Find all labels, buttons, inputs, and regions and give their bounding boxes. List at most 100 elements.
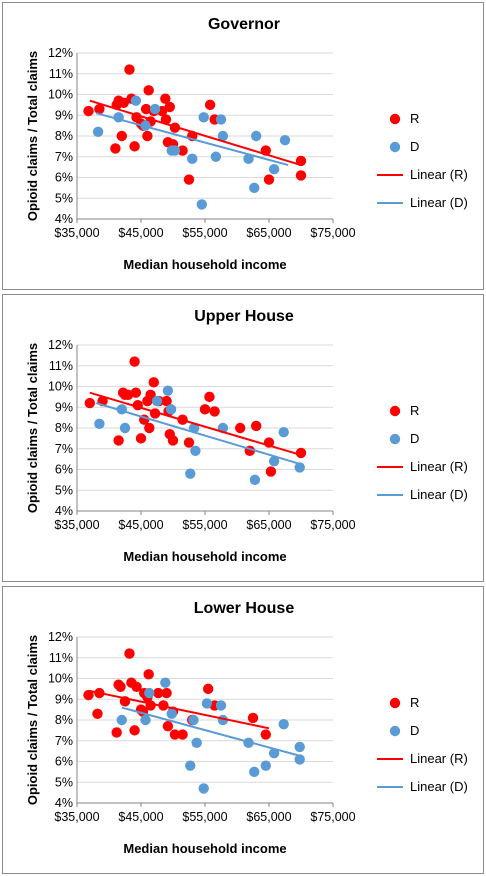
data-point-d [243,153,254,165]
data-point-d [278,718,289,730]
x-tick-label: $35,000 [54,810,99,824]
data-point-r [295,170,307,181]
x-tick-label: $35,000 [54,226,99,240]
y-tick-label: 11% [49,651,73,665]
data-point-d [185,760,196,771]
data-point-d [268,164,280,175]
data-point-r [131,681,142,692]
data-point-r [118,97,129,109]
data-point-r [199,404,211,415]
data-point-d [249,766,260,778]
data-point-r [203,683,214,695]
y-tick-label: 10% [48,672,73,686]
data-point-d [198,112,209,123]
legend-label: Linear (R) [410,167,468,182]
data-point-d [162,385,174,396]
data-point-r [169,729,181,740]
x-tick-label: $45,000 [118,226,163,240]
data-point-d [278,426,289,438]
legend-label: Linear (D) [410,487,468,502]
data-point-r [124,648,135,659]
trendline-linear-r [89,689,270,730]
x-tick-label: $65,000 [246,810,291,824]
y-tick-label: 4% [55,504,73,518]
legend-label: Linear (D) [410,779,468,794]
y-axis-title: Opioid claims / Total claims [25,343,40,513]
data-point-d [294,462,305,473]
data-point-r [130,387,142,398]
data-point-r [143,85,154,96]
data-point-d [294,754,305,765]
data-point-d [201,698,213,709]
y-tick-label: 11% [49,67,73,81]
trendline-linear-d [95,112,289,167]
legend-marker-r [389,697,401,709]
y-tick-label: 6% [55,755,73,769]
data-point-r [263,174,275,185]
y-tick-label: 7% [55,150,73,164]
data-point-r [94,103,105,115]
data-point-d [151,395,163,407]
data-point-r [129,141,140,152]
data-point-d [215,700,227,711]
data-point-r [160,93,171,104]
chart-upper-house: Upper House 4% 5% 6% 7% 8% 9% 10% 11% 12% $35,000 $… [25,308,468,564]
data-point-r [116,130,128,142]
y-tick-label: 12% [48,338,73,352]
data-point-d [279,134,291,146]
y-tick-label: 8% [55,421,73,435]
trendline-linear-d [95,402,299,465]
data-point-d [251,130,262,142]
data-point-d [198,783,209,794]
y-tick-label: 7% [55,734,73,748]
data-point-r [183,437,195,448]
x-tick-label: $55,000 [182,810,227,824]
x-axis-title: Median household income [123,841,286,856]
data-point-r [162,721,174,732]
legend-label: R [410,695,419,710]
y-tick-label: 5% [55,775,73,789]
y-tick-label: 5% [55,483,73,497]
data-point-r [204,391,215,403]
data-point-r [129,356,140,367]
data-point-r [204,99,216,111]
data-point-d [149,103,161,115]
data-point-d [185,468,196,479]
data-point-d [94,418,105,430]
data-point-r [164,101,175,113]
data-point-r [135,433,147,444]
data-point-d [116,714,128,726]
data-point-d [119,422,131,434]
y-tick-label: 8% [55,713,73,727]
x-tick-label: $35,000 [54,518,99,532]
legend-label: Linear (D) [410,195,468,210]
legend-label: R [410,403,419,418]
data-point-r [115,681,126,692]
x-tick-label: $55,000 [182,518,227,532]
trendline-linear-r [89,99,302,167]
data-point-r [183,174,195,185]
data-point-r [143,669,154,680]
x-tick-label: $45,000 [118,810,163,824]
y-tick-label: 9% [55,400,73,414]
legend-marker-r [389,113,401,125]
data-point-d [160,677,171,688]
y-tick-label: 9% [55,692,73,706]
data-point-r [83,689,94,701]
data-point-r [209,406,220,417]
x-axis-title: Median household income [123,549,286,564]
data-point-d [294,741,305,753]
x-tick-label: $75,000 [310,518,355,532]
y-tick-label: 9% [55,108,73,122]
data-point-r [161,395,172,407]
data-point-d [144,687,155,699]
data-point-d [140,714,151,726]
data-point-d [249,474,261,486]
data-point-r [177,145,188,156]
y-axis-title: Opioid claims / Total claims [25,51,40,221]
chart-panel-upper-house: Upper House 4% 5% 6% 7% 8% 9% 10% 11% 12% $35,000 $… [2,294,484,582]
data-point-r [153,687,164,699]
y-axis-title: Opioid claims / Total claims [25,635,40,805]
legend-marker-d [389,725,401,737]
data-point-d [210,151,222,162]
